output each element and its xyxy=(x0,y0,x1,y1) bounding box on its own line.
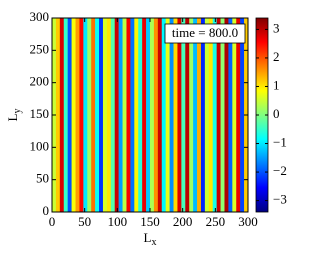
heatmap-cell xyxy=(126,18,131,212)
heatmap-cell xyxy=(228,18,233,212)
heatmap-cell xyxy=(138,18,143,212)
y-axis-label-main: L xyxy=(5,113,20,121)
colorbar-tick-label: 3 xyxy=(273,20,280,35)
heatmap-cell xyxy=(232,18,237,212)
heatmap-cell xyxy=(75,18,80,212)
heatmap-cell xyxy=(63,18,68,212)
x-tick-label: 200 xyxy=(173,214,193,229)
y-axis-label: Ly xyxy=(5,109,23,122)
heatmap-cell xyxy=(71,18,76,212)
colorbar-tick-label: 1 xyxy=(273,77,280,92)
x-tick-label: 100 xyxy=(108,214,128,229)
annotation: time = 800.0 xyxy=(172,25,238,40)
heatmap-cell xyxy=(189,18,194,212)
heatmap-cell xyxy=(153,18,159,212)
heatmap-cell xyxy=(134,18,139,212)
y-tick-label: 200 xyxy=(30,74,50,89)
x-tick-label: 250 xyxy=(206,214,226,229)
heatmap-cell xyxy=(99,18,104,212)
heatmap-cell xyxy=(181,18,186,212)
x-axis-label-sub: x xyxy=(151,237,156,248)
x-axis-label-main: L xyxy=(144,230,152,245)
heatmap-cell xyxy=(236,18,241,212)
heatmap-cell xyxy=(193,18,198,212)
colorbar-tick-label: −3 xyxy=(273,192,287,207)
colorbar-tick-label: 2 xyxy=(273,49,280,64)
colorbar-tick-label: −2 xyxy=(273,163,287,178)
colorbar-tick-label: 0 xyxy=(273,106,280,121)
heatmap-cell xyxy=(200,18,206,212)
heatmap-cell xyxy=(157,18,163,212)
heatmap-cell xyxy=(106,18,112,212)
heatmap-cell xyxy=(79,18,84,212)
y-tick-label: 250 xyxy=(30,41,50,56)
y-tick-label: 50 xyxy=(36,171,49,186)
heatmap-cell xyxy=(87,18,92,212)
heatmap-cell xyxy=(224,18,229,212)
annotation-box xyxy=(164,23,246,44)
y-tick-label: 100 xyxy=(30,138,50,153)
heatmap-cell xyxy=(173,18,178,212)
heatmap-cell xyxy=(91,18,96,212)
heatmap-cell xyxy=(220,18,225,212)
y-tick-label: 150 xyxy=(30,106,50,121)
heatmap-cell xyxy=(177,18,182,212)
y-tick-label: 0 xyxy=(43,203,50,218)
heatmap-cell xyxy=(114,18,119,212)
x-tick-label: 50 xyxy=(78,214,91,229)
heatmap-cell xyxy=(240,18,245,212)
chart: 0 50 100 150 200 250 300050100150200250300LxLy… xyxy=(5,9,287,248)
heatmap-cell xyxy=(122,18,127,212)
y-tick-label: 300 xyxy=(30,9,50,24)
heatmap-cell xyxy=(142,18,147,212)
heatmap-cell xyxy=(118,18,123,212)
heatmap-cell xyxy=(197,18,202,212)
heatmap-cell xyxy=(165,18,170,212)
heatmap-cell xyxy=(208,18,214,212)
heatmap-cell xyxy=(67,18,72,212)
x-tick-label: 300 xyxy=(238,214,258,229)
heatmap-cell xyxy=(146,18,151,212)
heatmap-cell xyxy=(102,18,108,212)
x-tick-label: 150 xyxy=(140,214,160,229)
heatmap-cell xyxy=(59,18,65,212)
heatmap-cell xyxy=(161,18,166,212)
heatmap-cell xyxy=(216,18,221,212)
heatmap-cell xyxy=(150,18,155,212)
heatmap-cell xyxy=(185,18,190,212)
heatmap-cell xyxy=(110,18,116,212)
heatmap-cell xyxy=(55,18,61,212)
y-axis-label-sub: y xyxy=(12,109,23,114)
heatmap-cell xyxy=(130,18,135,212)
heatmap-cell xyxy=(95,18,100,212)
colorbar-tick-label: −1 xyxy=(273,135,287,150)
heatmap-cell xyxy=(83,18,88,212)
heatmap-cell xyxy=(169,18,174,212)
x-axis-label: Lx xyxy=(144,230,157,248)
heatmap-cell xyxy=(204,18,210,212)
x-tick-label: 0 xyxy=(49,214,56,229)
heatmap-cell xyxy=(212,18,217,212)
